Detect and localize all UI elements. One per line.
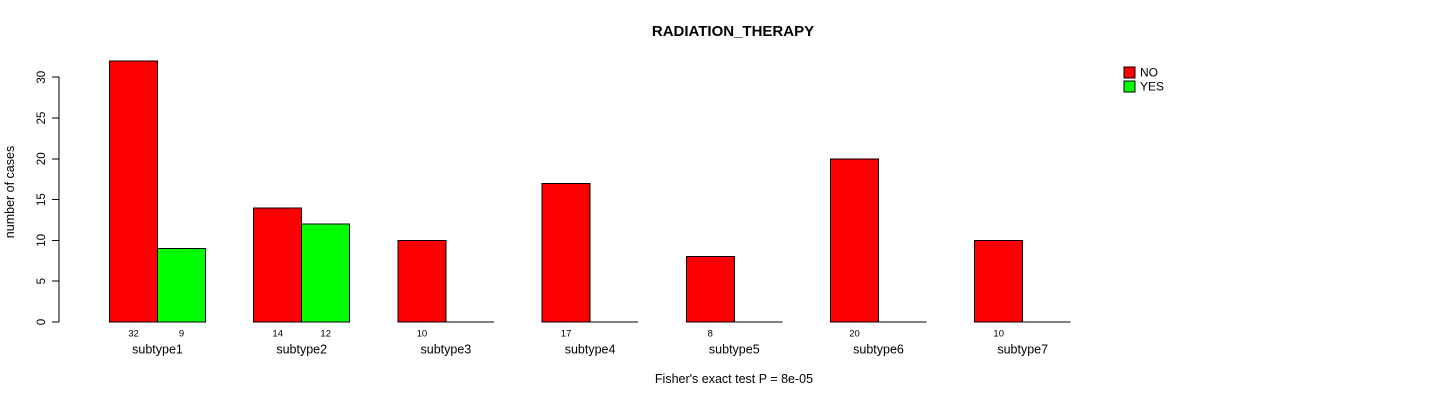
y-axis: 0 5 10 15 20 25 30 (36, 71, 60, 325)
y-axis-tick-label: 25 (36, 112, 48, 125)
bar-no-subtype6 (830, 158, 879, 323)
bar-value-label-yes-subtype1: 9 (179, 329, 184, 340)
bar-value-label-no-subtype5: 8 (708, 329, 713, 340)
bar-no-subtype2 (253, 207, 303, 323)
bar-value-label-no-subtype6: 20 (849, 329, 860, 340)
x-labels: 32 9 subtype1 14 12 subtype2 10 subtype3 17 subty… (128, 329, 1048, 357)
category-label-subtype7: subtype7 (997, 343, 1048, 357)
bar-no-subtype5 (685, 256, 735, 323)
legend-label-no: NO (1140, 66, 1158, 80)
bar-value-label-no-subtype4: 17 (561, 329, 572, 340)
y-axis-label: number of cases (3, 146, 17, 238)
y-axis-tick-label: 15 (36, 193, 48, 206)
bar-value-label-no-subtype2: 14 (272, 329, 283, 340)
y-axis-tick-label: 20 (36, 152, 48, 165)
legend: NO YES (1123, 66, 1164, 94)
category-label-subtype3: subtype3 (421, 343, 472, 357)
legend-label-yes: YES (1140, 80, 1164, 94)
chart-title: RADIATION_THERAPY (652, 23, 814, 40)
bar-no-subtype7 (974, 239, 1024, 323)
y-axis-tick-label: 0 (36, 319, 48, 325)
bar-no-subtype3 (397, 239, 447, 323)
bar-no-subtype4 (541, 182, 591, 323)
bar-value-label-no-subtype1: 32 (128, 329, 139, 340)
y-axis-tick-label: 10 (36, 234, 48, 247)
legend-swatch-yes (1123, 80, 1136, 93)
y-axis-tick-label: 5 (36, 278, 48, 284)
bars (109, 60, 1071, 323)
y-axis-tick-label: 30 (36, 71, 48, 84)
category-label-subtype4: subtype4 (565, 343, 616, 357)
bar-value-label-no-subtype7: 10 (993, 329, 1004, 340)
bar-yes-subtype1 (157, 248, 206, 323)
category-label-subtype5: subtype5 (709, 343, 760, 357)
bar-value-label-no-subtype3: 10 (417, 329, 428, 340)
fisher-test-annotation: Fisher's exact test P = 8e-05 (655, 372, 813, 386)
category-label-subtype6: subtype6 (853, 343, 904, 357)
bar-yes-subtype2 (301, 223, 351, 323)
legend-swatch-no (1123, 66, 1136, 79)
bar-no-subtype1 (109, 60, 158, 323)
category-label-subtype2: subtype2 (276, 343, 327, 357)
bar-value-label-yes-subtype2: 12 (320, 329, 331, 340)
category-label-subtype1: subtype1 (132, 343, 183, 357)
